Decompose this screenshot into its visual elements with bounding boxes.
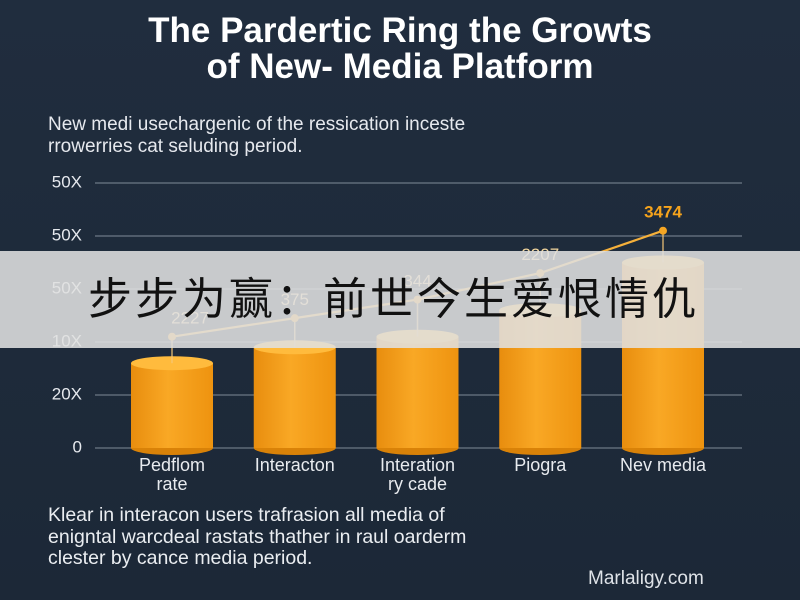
footnote-line-2: enigntal warcdeal rastats thather in rau…: [48, 526, 467, 548]
chart-title-line-2: of New- Media Platform: [206, 47, 594, 86]
line-point-label: 3474: [644, 203, 682, 222]
overlay-banner: 步步为赢：前世今生爱恨情仇: [0, 251, 800, 348]
bar-body: [376, 336, 459, 448]
x-tick-label: Piogra: [514, 455, 567, 475]
chart-title-line-1: The Pardertic Ring the Growts: [148, 11, 652, 50]
bar-body: [253, 347, 336, 448]
y-tick-label: 20X: [52, 384, 82, 403]
banner-text: 步步为赢：前世今生爱恨情仇: [88, 274, 699, 325]
subtitle-line-1: New medi usechargenic of the ressication…: [48, 114, 466, 135]
footnote-line-3: clester by cance media period.: [48, 547, 313, 569]
line-point: [659, 226, 667, 235]
bar-body: [131, 363, 213, 448]
source-credit: Marlaligy.com: [588, 568, 704, 589]
x-tick-label: Interation ry cade: [379, 455, 456, 494]
footnote-line-1: Klear in interacon users trafrasion all …: [48, 504, 445, 526]
y-tick-label: 0: [73, 437, 82, 456]
x-tick-label: Interacton: [254, 455, 335, 475]
y-tick-label: 50X: [52, 172, 82, 191]
x-tick-label: Pedflom rate: [138, 455, 206, 494]
y-tick-label: 50X: [52, 225, 82, 244]
bar: [131, 356, 213, 455]
x-tick-label: Nev media: [619, 455, 707, 475]
subtitle-line-2: rrowerries cat seluding period.: [48, 136, 303, 157]
